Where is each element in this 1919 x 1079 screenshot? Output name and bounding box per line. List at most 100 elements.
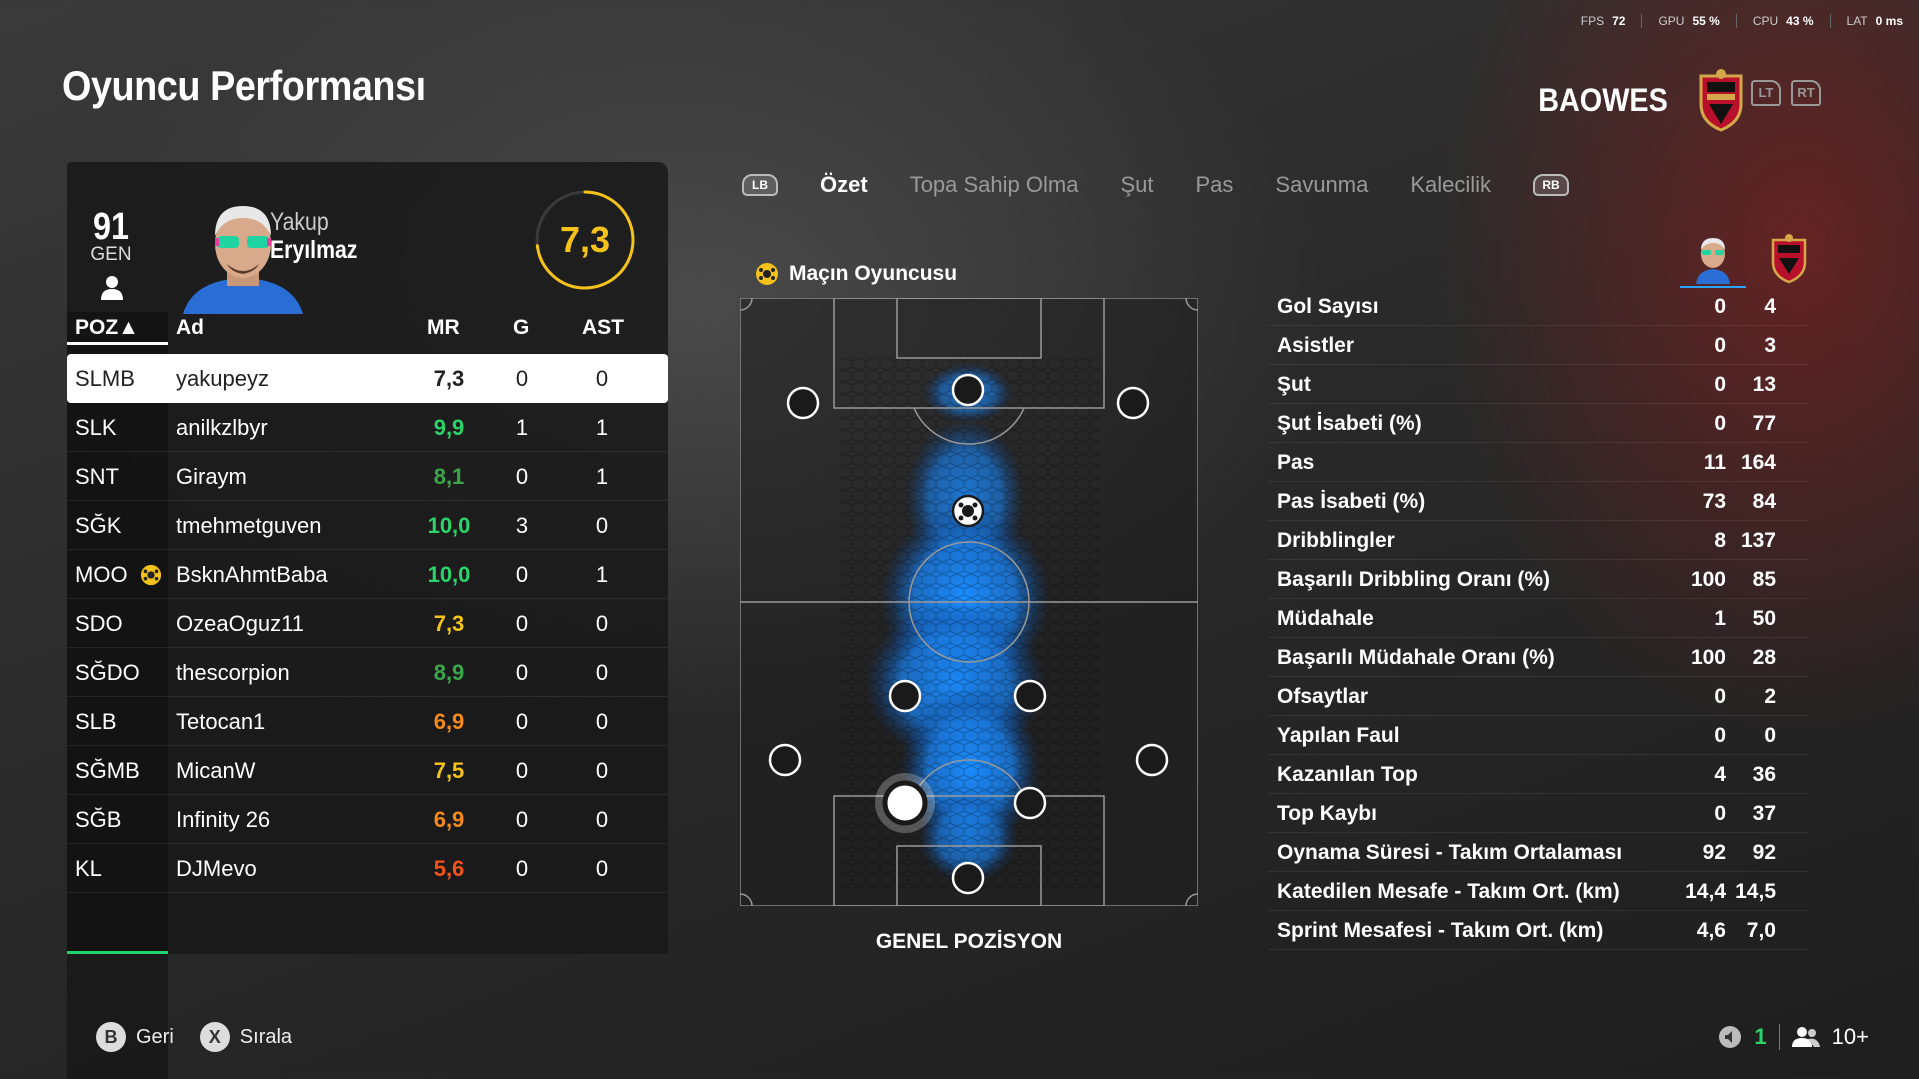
row-position: SĞDO — [75, 660, 140, 685]
rating-ring — [535, 190, 635, 290]
stat-player-value: 1 — [1714, 607, 1726, 630]
row-goals: 0 — [515, 660, 529, 685]
gpu-label: GPU — [1658, 14, 1685, 28]
column-goals[interactable]: G — [513, 316, 530, 339]
row-goals: 0 — [515, 709, 529, 734]
row-goals: 0 — [515, 758, 529, 783]
table-row[interactable]: SĞB Infinity 26 6,9 0 0 — [67, 795, 668, 844]
tab-possession[interactable]: Topa Sahip Olma — [909, 172, 1079, 197]
fps-label: FPS — [1580, 14, 1605, 28]
tab-goalkeeping[interactable]: Kalecilik — [1410, 172, 1492, 197]
row-assists: 0 — [595, 709, 609, 734]
row-name: yakupeyz — [176, 366, 269, 391]
tab-shooting[interactable]: Şut — [1120, 172, 1154, 197]
column-position[interactable]: POZ▲ — [75, 316, 139, 339]
lat-label: LAT — [1846, 14, 1868, 28]
table-row[interactable]: SDO OzeaOguz11 7,3 0 0 — [67, 599, 668, 648]
pitch-label: GENEL POZİSYON — [875, 930, 1063, 953]
row-position: SĞB — [75, 807, 122, 832]
row-position: SNT — [75, 464, 119, 489]
row-name: Tetocan1 — [176, 709, 266, 734]
stat-label: Gol Sayısı — [1277, 295, 1379, 318]
column-name[interactable]: Ad — [176, 316, 204, 339]
table-row[interactable]: MOO BsknAhmtBaba 10,0 0 1 — [67, 550, 668, 599]
stat-player-value: 0 — [1714, 334, 1726, 357]
stat-player-value: 8 — [1714, 529, 1726, 552]
player-name: Yakup Eryılmaz — [270, 208, 357, 264]
stat-row: Dribblingler 8 137 — [1268, 521, 1808, 560]
row-rating: 7,3 — [433, 611, 465, 636]
row-name: Infinity 26 — [176, 807, 271, 832]
table-header: POZ▲ Ad MR G AST — [67, 312, 668, 346]
row-assists: 1 — [595, 415, 609, 440]
stat-team-value: 164 — [1740, 451, 1776, 474]
table-row[interactable]: SLMB yakupeyz 7,3 0 0 — [67, 354, 668, 403]
tab-summary[interactable]: Özet — [820, 172, 868, 197]
row-name: tmehmetguven — [176, 513, 322, 538]
back-button[interactable]: B Geri — [96, 1022, 174, 1052]
stat-row: Yapılan Faul 0 0 — [1268, 716, 1808, 755]
stat-team-value: 84 — [1752, 490, 1776, 513]
gpu-value: 55 % — [1692, 14, 1720, 28]
divider — [1778, 1024, 1780, 1050]
row-rating: 10,0 — [427, 562, 471, 587]
table-row[interactable]: KL DJMevo 5,6 0 0 — [67, 844, 668, 893]
row-rating: 9,9 — [433, 415, 465, 440]
table-row[interactable]: SĞMB MicanW 7,5 0 0 — [67, 746, 668, 795]
stat-label: Katedilen Mesafe - Takım Ort. (km) — [1277, 880, 1620, 903]
ball-icon — [951, 494, 985, 528]
row-goals: 0 — [515, 366, 529, 391]
column-rating[interactable]: MR — [427, 316, 460, 339]
player-marker — [1013, 679, 1047, 713]
cpu-label: CPU — [1752, 14, 1779, 28]
stat-label: Pas — [1277, 451, 1315, 474]
stat-player-value: 100 — [1690, 646, 1726, 669]
man-of-the-match: Maçın Oyuncusu — [755, 262, 957, 286]
team-header: BAOWES — [1531, 68, 1749, 132]
stat-row: Şut İsabeti (%) 0 77 — [1268, 404, 1808, 443]
stat-player-value: 14,4 — [1685, 880, 1726, 903]
row-goals: 3 — [515, 513, 529, 538]
lt-button[interactable]: LT — [1751, 80, 1781, 106]
column-assists[interactable]: AST — [582, 316, 624, 339]
stat-player-value: 0 — [1714, 685, 1726, 708]
table-row[interactable]: SLK anilkzlbyr 9,9 1 1 — [67, 403, 668, 452]
lb-button[interactable]: LB — [742, 174, 778, 196]
table-row[interactable]: SĞK tmehmetguven 10,0 3 0 — [67, 501, 668, 550]
x-button-icon: X — [199, 1022, 230, 1052]
rt-button[interactable]: RT — [1791, 80, 1821, 106]
table-row[interactable]: SĞDO thescorpion 8,9 0 0 — [67, 648, 668, 697]
player-markers — [768, 373, 1169, 895]
stat-label: Ofsaytlar — [1277, 685, 1369, 708]
motm-label: Maçın Oyuncusu — [789, 262, 958, 285]
stat-row: Pas 11 164 — [1268, 443, 1808, 482]
table-row[interactable]: SLB Tetocan1 6,9 0 0 — [67, 697, 668, 746]
stat-team-value: 3 — [1764, 334, 1776, 357]
players-icon — [1791, 1027, 1820, 1047]
tab-passing[interactable]: Pas — [1195, 172, 1234, 197]
back-label: Geri — [136, 1025, 174, 1048]
row-rating: 7,3 — [433, 366, 465, 391]
player-marker — [768, 743, 802, 777]
team-crest-small-icon — [1766, 232, 1812, 284]
player-marker — [1135, 743, 1169, 777]
page-title: Oyuncu Performansı — [62, 62, 426, 109]
rb-button[interactable]: RB — [1533, 174, 1570, 196]
row-assists: 0 — [595, 807, 609, 832]
table-row[interactable]: SNT Giraym 8,1 0 1 — [67, 452, 668, 501]
row-goals: 0 — [515, 856, 529, 881]
stat-label: Müdahale — [1277, 607, 1374, 630]
row-name: MicanW — [176, 758, 256, 783]
sort-button[interactable]: X Sırala — [199, 1022, 292, 1052]
stat-row: Pas İsabeti (%) 73 84 — [1268, 482, 1808, 521]
player-marker — [951, 861, 985, 895]
stat-row: Katedilen Mesafe - Takım Ort. (km) 14,4 14… — [1268, 872, 1808, 911]
stat-player-value: 4 — [1714, 763, 1726, 786]
row-assists: 0 — [595, 611, 609, 636]
player-list-panel: 91 GEN Yakup Eryılmaz — [67, 162, 668, 1079]
lobby-status: 1 10+ — [1718, 1024, 1869, 1050]
stat-player-value: 100 — [1690, 568, 1726, 591]
stat-player-value: 0 — [1714, 295, 1726, 318]
player-card: 91 GEN Yakup Eryılmaz — [67, 162, 668, 314]
tab-defending[interactable]: Savunma — [1275, 172, 1369, 197]
